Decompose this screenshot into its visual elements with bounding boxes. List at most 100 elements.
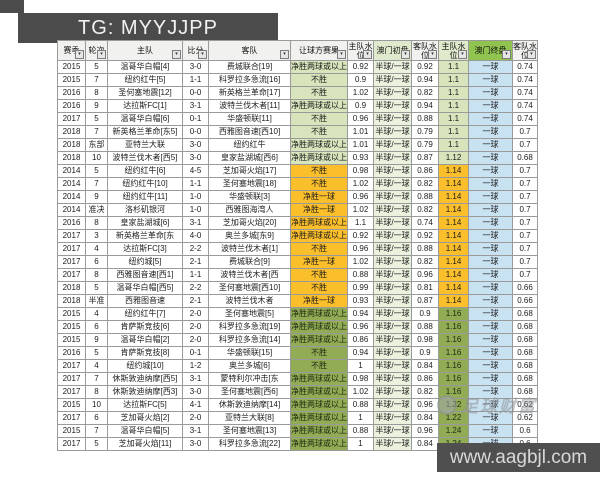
cell-away-water: 0.82 — [411, 255, 439, 269]
filter-dropdown-icon[interactable]: ▾ — [97, 50, 106, 59]
cell-home-team: 纽约红牛[7] — [107, 307, 183, 321]
cell-away-team: 波特兰伐木者[1] — [208, 242, 291, 256]
cell-home-water-final: 1.1 — [438, 86, 469, 100]
filter-dropdown-icon[interactable]: ▾ — [280, 50, 289, 59]
cell-home-water: 1 — [347, 437, 374, 451]
filter-dropdown-icon[interactable]: ▾ — [337, 50, 346, 59]
cell-macau-final: 一球 — [468, 424, 513, 438]
cell-home-team: 温哥华白帽[2] — [107, 333, 183, 347]
cell-home-water: 0.94 — [347, 346, 374, 360]
cell-handicap-result: 不胜 — [290, 359, 348, 373]
table-row: 2017 6 纽约城[5] 2-1 费城联合[9] 净胜一球 1.02 半球/一球 0.82 1.… — [57, 255, 538, 269]
odds-table: 赛季▾轮次▾主队▾比分▾客队▾让球方赛果▾主队水位▾澳门初盘▾客队水位▾主队水位… — [57, 40, 538, 451]
cell-handicap-result: 不胜 — [290, 242, 348, 256]
column-header-label: 客队 — [241, 46, 258, 55]
cell-home-water-final: 1.1 — [438, 112, 469, 126]
cell-home-water-final: 1.16 — [438, 359, 469, 373]
cell-home-team: 休斯敦迪纳摩[西3] — [107, 385, 183, 399]
cell-home-water: 0.96 — [347, 112, 374, 126]
cell-away-water-final: 0.7 — [512, 216, 538, 230]
cell-macau-opening: 半球/一球 — [373, 99, 412, 113]
filter-dropdown-icon[interactable]: ▾ — [75, 50, 84, 59]
cell-home-water: 0.92 — [347, 229, 374, 243]
cell-away-water: 0.87 — [411, 151, 439, 165]
cell-home-water-final: 1.16 — [438, 333, 469, 347]
cell-home-water: 0.92 — [347, 60, 374, 74]
cell-macau-opening: 半球/一球 — [373, 125, 412, 139]
cell-season: 2016 — [57, 216, 86, 230]
cell-macau-opening: 半球/一球 — [373, 177, 412, 191]
column-header-label: 让球方赛果 — [299, 46, 339, 55]
cell-home-team: 亚特兰大联 — [107, 138, 183, 152]
cell-macau-opening: 半球/一球 — [373, 112, 412, 126]
cell-round: 7 — [85, 372, 108, 386]
filter-dropdown-icon[interactable]: ▾ — [502, 50, 511, 59]
table-row: 2017 3 新英格兰革命[东 4-0 奥兰多城[东9] 净胜两球或以上 0.92 半球/一球… — [57, 229, 538, 243]
cell-score: 3-0 — [182, 151, 209, 165]
column-header-label: 主队水位 — [441, 41, 466, 60]
cell-macau-opening: 半球/一球 — [373, 242, 412, 256]
cell-away-team: 圣何塞地震[18] — [208, 177, 291, 191]
cell-away-water-final: 0.62 — [512, 411, 538, 425]
cell-away-water: 0.88 — [411, 320, 439, 334]
cell-score: 2-0 — [182, 411, 209, 425]
cell-macau-opening: 半球/一球 — [373, 359, 412, 373]
cell-score: 3-1 — [182, 216, 209, 230]
table-row: 2015 7 纽约红牛[5] 1-1 科罗拉多急流[16] 不胜 0.9 半球/一球 0.94 1… — [57, 73, 538, 87]
cell-home-team: 纽约城[10] — [107, 359, 183, 373]
cell-away-team: 波特兰伐木者 — [208, 294, 291, 308]
cell-handicap-result: 净胜一球 — [290, 255, 348, 269]
cell-round: 5 — [85, 437, 108, 451]
cell-macau-opening: 半球/一球 — [373, 73, 412, 87]
filter-dropdown-icon[interactable]: ▾ — [172, 50, 181, 59]
cell-round: 7 — [85, 125, 108, 139]
cell-home-team: 新英格兰革命[东 — [107, 229, 183, 243]
cell-away-water-final: 0.68 — [512, 359, 538, 373]
cell-away-team: 奥兰多城[东9] — [208, 229, 291, 243]
cell-macau-final: 一球 — [468, 190, 513, 204]
cell-away-water-final: 0.74 — [512, 86, 538, 100]
cell-away-water-final: 0.74 — [512, 73, 538, 87]
cell-score: 1-1 — [182, 73, 209, 87]
filter-dropdown-icon[interactable]: ▾ — [363, 50, 372, 59]
filter-dropdown-icon[interactable]: ▾ — [198, 50, 207, 59]
cell-round: 8 — [85, 385, 108, 399]
cell-home-water: 0.93 — [347, 294, 374, 308]
cell-home-team: 达拉斯FC[3] — [107, 242, 183, 256]
table-row: 2015 4 纽约红牛[7] 2-0 圣何塞地震[5] 净胜两球或以上 0.94 半球/一球 0… — [57, 307, 538, 321]
cell-macau-final: 一球 — [468, 112, 513, 126]
column-header-label: 赛季 — [63, 46, 80, 55]
cell-season: 2014 — [57, 203, 86, 217]
cell-score: 3-1 — [182, 372, 209, 386]
cell-home-water: 0.86 — [347, 333, 374, 347]
cell-away-water: 0.86 — [411, 372, 439, 386]
cell-macau-final: 一球 — [468, 125, 513, 139]
cell-home-water-final: 1.14 — [438, 203, 469, 217]
filter-dropdown-icon[interactable]: ▾ — [428, 50, 437, 59]
cell-season: 2017 — [57, 437, 86, 451]
cell-home-team: 达拉斯FC[5] — [107, 398, 183, 412]
cell-score: 0-0 — [182, 125, 209, 139]
cell-macau-final: 一球 — [468, 411, 513, 425]
cell-away-water-final: 0.66 — [512, 281, 538, 295]
cell-season: 2017 — [57, 255, 86, 269]
cell-home-water: 0.99 — [347, 281, 374, 295]
cell-home-team: 新英格兰革命[东5] — [107, 125, 183, 139]
cell-handicap-result: 净胜两球或以上 — [290, 333, 348, 347]
cell-away-water: 0.92 — [411, 229, 439, 243]
cell-away-team: 费城联合[19] — [208, 60, 291, 74]
cell-handicap-result: 净胜两球或以上 — [290, 424, 348, 438]
cell-home-water: 0.98 — [347, 372, 374, 386]
cell-home-team: 西雅图音速[西1] — [107, 268, 183, 282]
filter-dropdown-icon[interactable]: ▾ — [458, 50, 467, 59]
cell-macau-final: 一球 — [468, 177, 513, 191]
filter-dropdown-icon[interactable]: ▾ — [401, 50, 410, 59]
cell-home-water-final: 1.16 — [438, 320, 469, 334]
cell-season: 2018 — [57, 125, 86, 139]
cell-handicap-result: 净胜两球或以上 — [290, 372, 348, 386]
cell-home-water: 1.02 — [347, 385, 374, 399]
filter-dropdown-icon[interactable]: ▾ — [527, 50, 536, 59]
cell-home-team: 纽约城[5] — [107, 255, 183, 269]
cell-away-team: 科罗拉多急流[19] — [208, 320, 291, 334]
cell-macau-opening: 半球/一球 — [373, 268, 412, 282]
